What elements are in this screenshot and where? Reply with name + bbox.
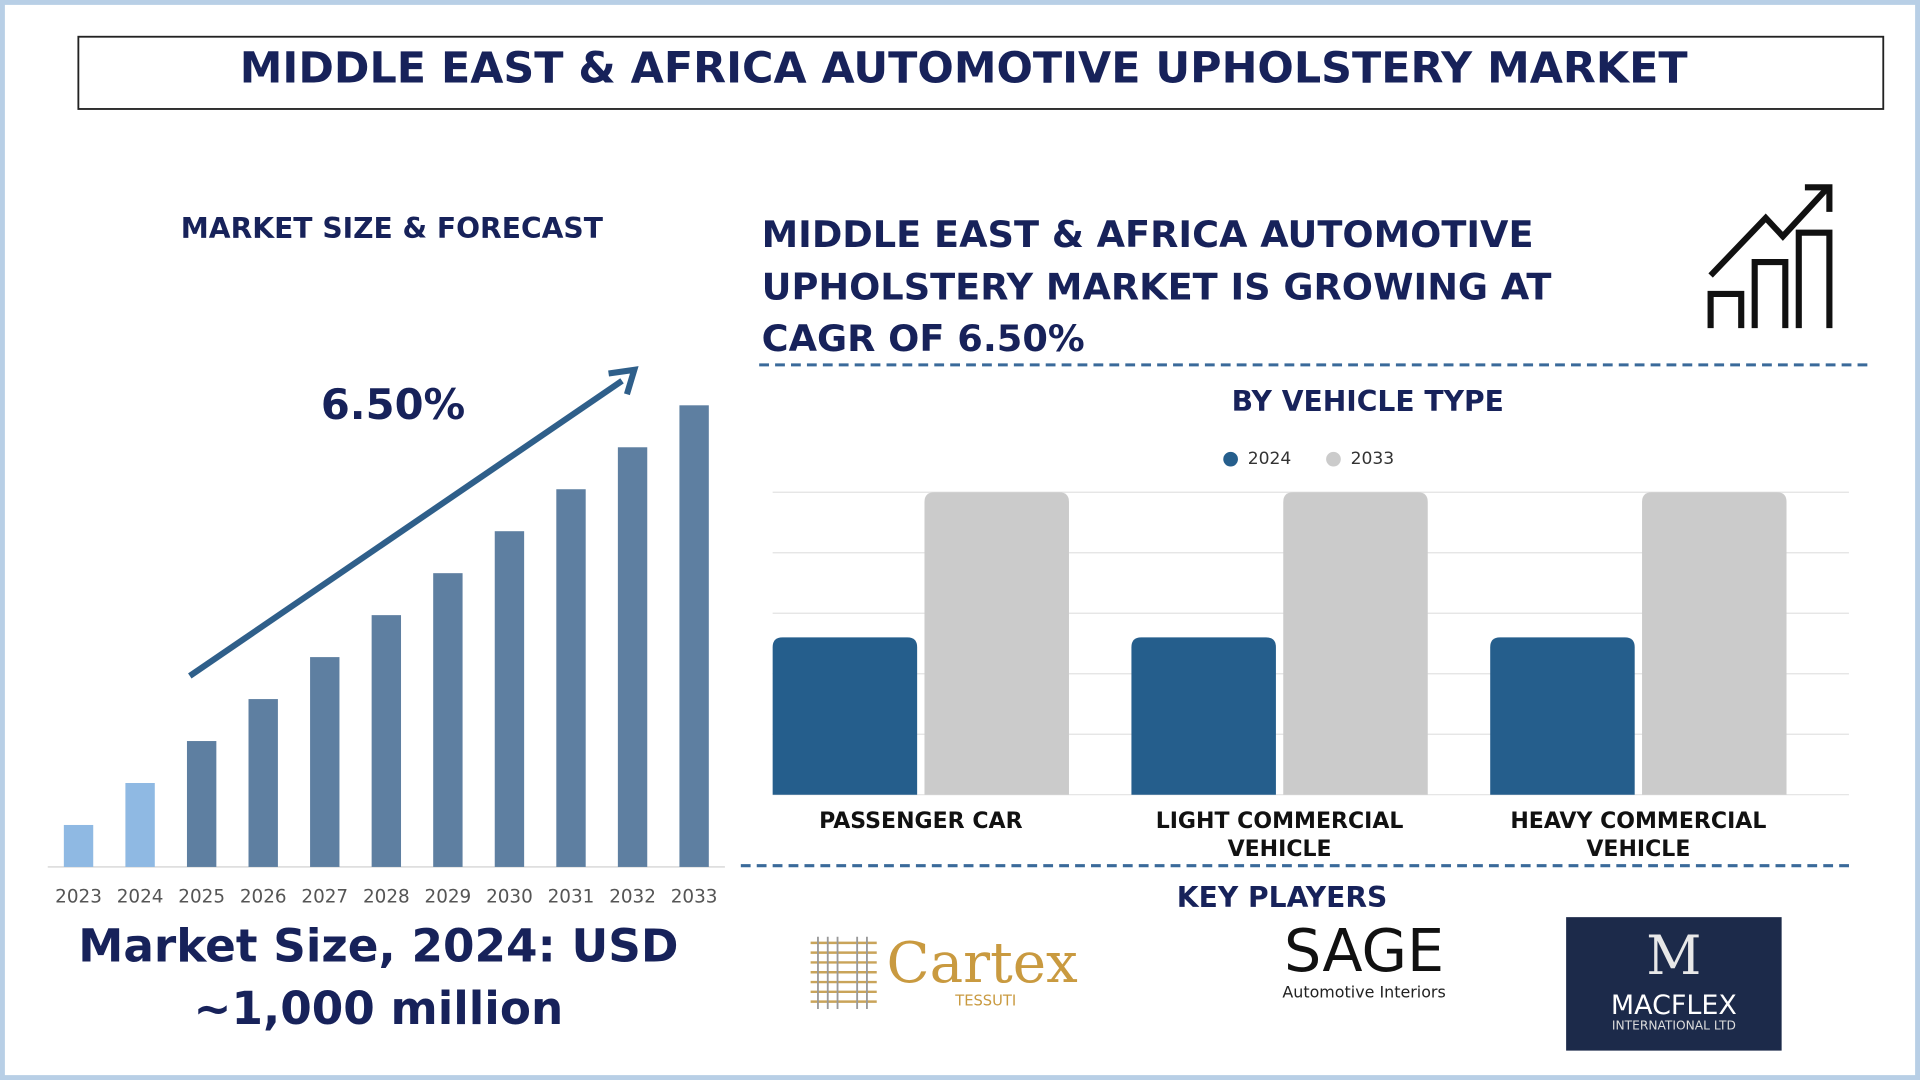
x-tick-label: 2029 [425,887,472,908]
page-title: MIDDLE EAST & AFRICA AUTOMOTIVE UPHOLSTE… [240,44,1688,94]
legend-swatch [1223,451,1238,467]
player-name: Cartex [887,931,1079,996]
cartex-logo: Cartex TESSUTI [810,931,1079,1010]
x-tick-label-box: HEAVY COMMERCIAL VEHICLE [1510,808,1767,863]
bar [371,615,402,867]
sage-logo: SAGE Automotive Interiors [1282,916,1445,1001]
market-size: ~1,000 million [194,982,564,1035]
x-tick-label: 2033 [671,887,718,908]
x-tick-label: 2030 [486,887,533,908]
x-tick-label: PASSENGER CAR [819,808,1023,834]
legend-label: 2033 [1351,449,1395,469]
logo-box [1566,917,1782,1051]
legend-label: 2024 [1248,449,1292,469]
bar [310,657,340,867]
bar [494,531,525,867]
player-subtitle: MACFLEX [1611,990,1737,1021]
player-name: M [1646,924,1701,987]
bar [248,699,278,867]
x-tick-label: 2023 [55,887,102,908]
title-box [77,35,1885,110]
bar [679,405,709,867]
annotation: 6.50% [321,380,465,429]
x-tick-label: 2031 [548,887,595,908]
player-subtitle: TESSUTI [954,993,1016,1010]
chart-title: MARKET SIZE & FORECAST [181,212,604,245]
bar [617,447,648,867]
bar [556,489,586,867]
player-detail: INTERNATIONAL LTD [1612,1019,1736,1033]
chart-title: BY VEHICLE TYPE [1232,385,1504,418]
growth-icon [1707,184,1833,329]
bar [433,573,463,867]
bar [924,492,1069,795]
legend-swatch [1326,451,1341,467]
x-tick-label: LIGHT COMMERCIAL VEHICLE [1155,808,1404,863]
arrow-head [608,366,639,396]
player-name: SAGE [1284,916,1444,985]
section-title: KEY PLAYERS [1177,881,1388,914]
headline: MIDDLE EAST & AFRICA AUTOMOTIVE [762,213,1534,256]
bar [186,741,217,867]
x-tick-label: 2025 [178,887,225,908]
x-tick-label: 2026 [240,887,287,908]
headline: UPHOLSTERY MARKET IS GROWING AT [762,265,1552,308]
x-tick-label-box: PASSENGER CAR [819,808,1023,834]
bar [1283,492,1428,795]
headline: CAGR OF 6.50% [762,317,1085,360]
x-tick-label-box: LIGHT COMMERCIAL VEHICLE [1155,808,1404,863]
bar [772,637,918,795]
bar [1490,637,1635,795]
x-tick-label: 2024 [117,887,164,908]
x-tick-label: 2028 [363,887,410,908]
bar [1131,637,1276,795]
x-tick-label: HEAVY COMMERCIAL VEHICLE [1510,808,1767,863]
macflex-logo: M MACFLEX INTERNATIONAL LTD [1566,917,1782,1051]
player-subtitle: Automotive Interiors [1282,983,1445,1002]
bar [125,783,155,867]
bar [1642,492,1787,795]
trend-arrow [188,378,624,679]
market-size: Market Size, 2024: USD [78,919,678,972]
x-tick-label: 2027 [301,887,348,908]
bar [63,824,94,867]
x-tick-label: 2032 [609,887,656,908]
